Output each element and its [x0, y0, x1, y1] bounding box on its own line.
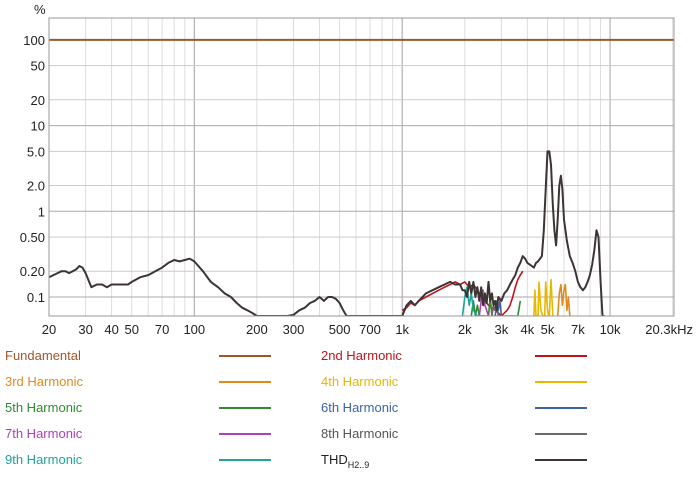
plot-frame	[48, 17, 675, 317]
y-tick-label: 0.20	[20, 264, 45, 279]
x-tick-label: 10k	[600, 322, 621, 337]
legend-swatch	[535, 381, 587, 383]
x-tick-label: 300	[283, 322, 305, 337]
legend-item-6th-harmonic: 6th Harmonic	[316, 395, 616, 421]
legend-item-4th-harmonic: 4th Harmonic	[316, 369, 616, 395]
legend-label: 9th Harmonic	[5, 452, 83, 467]
legend-swatch	[535, 407, 587, 409]
legend-item-fundamental: Fundamental	[0, 343, 300, 369]
legend-swatch	[219, 381, 271, 383]
series-line-thdh2-9	[49, 150, 605, 316]
legend-swatch	[535, 433, 587, 435]
x-tick-label: 7k	[571, 322, 585, 337]
legend-item-7th-harmonic: 7th Harmonic	[0, 421, 300, 447]
x-tick-label: 2k	[458, 322, 472, 337]
y-tick-label: 0.1	[27, 290, 45, 305]
y-tick-label: 100	[23, 33, 45, 48]
legend-item-9th-harmonic: 9th Harmonic	[0, 447, 300, 473]
legend-label: 8th Harmonic	[321, 426, 399, 441]
series-layer	[49, 38, 674, 316]
x-tick-label: 70	[155, 322, 169, 337]
legend-swatch	[219, 355, 271, 357]
y-axis-unit-label: %	[34, 2, 46, 17]
legend-item-2nd-harmonic: 2nd Harmonic	[316, 343, 616, 369]
legend-item-5th-harmonic: 5th Harmonic	[0, 395, 300, 421]
legend-label: 6th Harmonic	[321, 400, 399, 415]
series-line-3rd-harmonic	[556, 283, 572, 316]
y-tick-label: 5.0	[27, 144, 45, 159]
legend-label: 3rd Harmonic	[5, 374, 84, 389]
x-tick-label: 50	[124, 322, 138, 337]
legend-swatch	[219, 433, 271, 435]
y-tick-label: 1	[38, 204, 45, 219]
legend-label: Fundamental	[5, 348, 81, 363]
legend: Fundamental 3rd Harmonic 5th Harmonic 7t…	[0, 340, 700, 475]
x-tick-label: 3k	[495, 322, 509, 337]
legend-label: 5th Harmonic	[5, 400, 83, 415]
y-tick-label: 50	[31, 59, 45, 74]
y-tick-label: 20	[31, 93, 45, 108]
legend-label: THDH2..9	[321, 447, 369, 478]
legend-swatch	[219, 407, 271, 409]
x-tick-label: 5k	[541, 322, 555, 337]
x-axis-ticks: 20 30 40 50 70 100 200 300 500 700 1k 2k 3k 4k 5k 7k 10k…	[42, 322, 693, 337]
thd-label-subscript: H2..9	[347, 460, 370, 470]
plot-area	[49, 18, 674, 316]
legend-item-3rd-harmonic: 3rd Harmonic	[0, 369, 300, 395]
legend-label: 2nd Harmonic	[321, 348, 402, 363]
y-tick-label: 10	[31, 119, 45, 134]
legend-item-8th-harmonic: 8th Harmonic	[316, 421, 616, 447]
x-tick-label: 20.3kHz	[645, 322, 693, 337]
legend-swatch	[219, 459, 271, 461]
x-tick-label: 30	[78, 322, 92, 337]
x-tick-label: 20	[42, 322, 56, 337]
x-tick-label: 200	[246, 322, 268, 337]
legend-item-thd: THDH2..9	[316, 447, 616, 473]
series-line-5th-harmonic	[470, 296, 522, 316]
x-tick-label: 100	[183, 322, 205, 337]
x-tick-label: 700	[359, 322, 381, 337]
thd-label-main: THD	[321, 452, 348, 467]
legend-label: 7th Harmonic	[5, 426, 83, 441]
x-tick-label: 1k	[395, 322, 409, 337]
y-tick-label: 0.50	[20, 230, 45, 245]
y-axis-ticks: 100 50 20 10 5.0 2.0 1 0.50 0.20 0.1	[20, 33, 45, 305]
x-tick-label: 40	[104, 322, 118, 337]
legend-label: 4th Harmonic	[321, 374, 399, 389]
legend-swatch	[535, 459, 587, 461]
legend-swatch	[535, 355, 587, 357]
x-tick-label: 500	[329, 322, 351, 337]
chart-canvas: % 100 50 20 10 5.0 2.0 1 0.50 0.20 0.1 20 30 40 50 70…	[20, 2, 693, 337]
y-tick-label: 2.0	[27, 178, 45, 193]
x-tick-label: 4k	[520, 322, 534, 337]
